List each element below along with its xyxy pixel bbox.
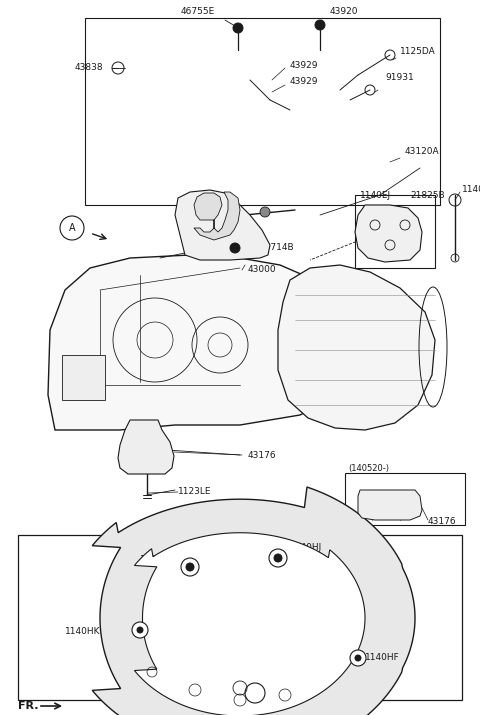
Text: A: A	[252, 689, 258, 698]
Text: 1140HJ: 1140HJ	[140, 556, 172, 565]
Text: FR.: FR.	[18, 701, 38, 711]
Polygon shape	[118, 420, 174, 474]
Text: 43714B: 43714B	[260, 244, 295, 252]
Text: 1140HV: 1140HV	[462, 185, 480, 194]
Text: (140520-): (140520-)	[348, 463, 389, 473]
Circle shape	[181, 558, 199, 576]
Polygon shape	[358, 490, 422, 520]
Text: VIEW: VIEW	[195, 690, 222, 700]
Polygon shape	[18, 535, 462, 700]
Polygon shape	[92, 487, 415, 715]
Text: 43929: 43929	[290, 77, 319, 87]
Circle shape	[260, 207, 270, 217]
Text: A: A	[69, 223, 75, 233]
Text: 43000: 43000	[248, 265, 276, 275]
Text: 21825B: 21825B	[410, 192, 444, 200]
Circle shape	[315, 20, 325, 30]
Polygon shape	[48, 255, 350, 430]
Circle shape	[132, 622, 148, 638]
Text: 1125DA: 1125DA	[400, 47, 436, 56]
Text: 91931: 91931	[385, 74, 414, 82]
Polygon shape	[194, 192, 240, 240]
Polygon shape	[278, 265, 435, 430]
Text: 43838: 43838	[75, 64, 104, 72]
Circle shape	[274, 554, 282, 562]
Circle shape	[137, 627, 143, 633]
Circle shape	[355, 655, 361, 661]
Text: 43929: 43929	[290, 61, 319, 69]
Polygon shape	[355, 205, 422, 262]
Circle shape	[230, 243, 240, 253]
Text: 43920: 43920	[330, 7, 359, 16]
Circle shape	[350, 650, 366, 666]
Circle shape	[186, 563, 194, 571]
Text: 1123LE: 1123LE	[178, 488, 212, 496]
Polygon shape	[62, 355, 105, 400]
Text: 43120A: 43120A	[405, 147, 440, 157]
Text: 43176: 43176	[248, 450, 276, 460]
Text: 1140HF: 1140HF	[365, 654, 400, 663]
Text: 1140HK: 1140HK	[64, 628, 100, 636]
Text: 46755E: 46755E	[181, 7, 215, 16]
Text: 1140HJ: 1140HJ	[290, 543, 322, 553]
Polygon shape	[134, 533, 365, 715]
Polygon shape	[175, 190, 270, 260]
Text: 43176: 43176	[428, 518, 456, 526]
Circle shape	[269, 549, 287, 567]
Circle shape	[233, 23, 243, 33]
Text: 1140EJ: 1140EJ	[360, 192, 391, 200]
